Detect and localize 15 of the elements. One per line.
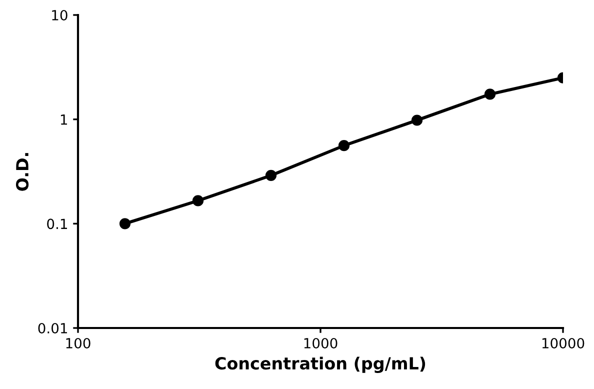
y-tick-label: 0.1 <box>47 218 67 230</box>
x-tick-label: 100 <box>66 338 90 348</box>
point <box>265 170 277 181</box>
y-tick-label: 1 <box>60 114 67 125</box>
y-tick-label: 0.01 <box>38 322 67 334</box>
point <box>192 195 204 206</box>
point <box>119 218 131 230</box>
x-axis-title: Concentration (pg/mL) <box>215 356 426 373</box>
x-tick-label: 1000 <box>304 338 338 348</box>
y-axis-title: O.D. <box>16 153 29 191</box>
point <box>411 114 423 126</box>
point <box>338 140 350 152</box>
point <box>484 88 496 100</box>
y-tick-label: 10 <box>52 10 68 20</box>
x-tick-label: 10000 <box>542 338 584 348</box>
